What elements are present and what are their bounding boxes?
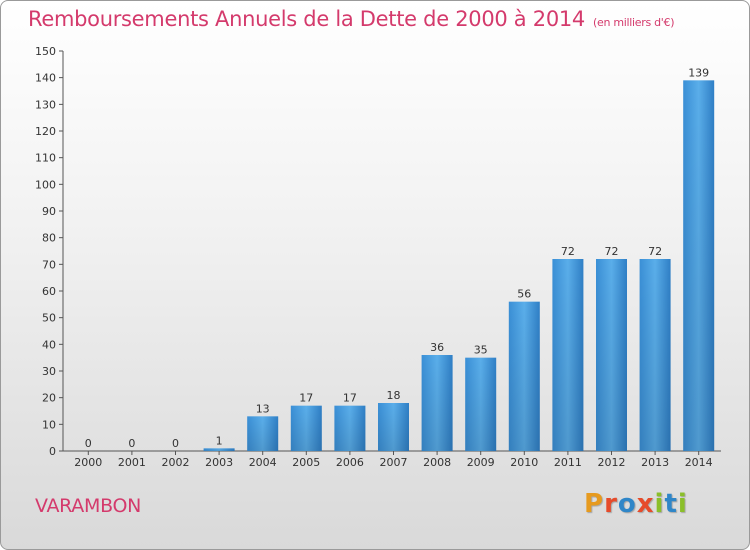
logo-letter: o bbox=[617, 489, 637, 519]
data-label-2009: 35 bbox=[474, 344, 488, 357]
y-tick-label: 0 bbox=[49, 445, 56, 458]
title-text: Remboursements Annuels de la Dette de 20… bbox=[28, 7, 585, 31]
logo-letter: t bbox=[664, 489, 678, 519]
x-tick-label: 2012 bbox=[598, 456, 626, 469]
bar-shade-2009 bbox=[465, 357, 497, 451]
y-tick-label: 100 bbox=[35, 178, 56, 191]
data-label-2012: 72 bbox=[605, 245, 619, 258]
bars bbox=[203, 80, 715, 451]
axes: 0102030405060708090100110120130140150200… bbox=[35, 45, 721, 469]
chart-title: Remboursements Annuels de la Dette de 20… bbox=[28, 7, 674, 31]
bar-shade-2010 bbox=[508, 301, 540, 451]
x-tick-label: 2001 bbox=[118, 456, 146, 469]
data-label-2001: 0 bbox=[128, 437, 135, 450]
x-tick-label: 2000 bbox=[74, 456, 102, 469]
bar-shade-2005 bbox=[290, 405, 322, 451]
x-tick-label: 2002 bbox=[162, 456, 190, 469]
data-label-2014: 139 bbox=[688, 66, 709, 79]
y-tick-label: 20 bbox=[42, 392, 56, 405]
data-label-2005: 17 bbox=[299, 392, 313, 405]
x-tick-label: 2004 bbox=[249, 456, 277, 469]
bar-shade-2004 bbox=[247, 416, 279, 451]
x-tick-label: 2006 bbox=[336, 456, 364, 469]
y-tick-label: 80 bbox=[42, 232, 56, 245]
logo-letter: r bbox=[604, 489, 618, 519]
logo-letter: x bbox=[636, 489, 655, 519]
logo-letter: i bbox=[677, 489, 688, 519]
y-tick-label: 70 bbox=[42, 258, 56, 271]
data-label-2004: 13 bbox=[256, 402, 270, 415]
x-tick-label: 2014 bbox=[685, 456, 713, 469]
x-tick-label: 2005 bbox=[292, 456, 320, 469]
bar-shade-2008 bbox=[421, 355, 453, 451]
data-label-2013: 72 bbox=[648, 245, 662, 258]
commune-name: VARAMBON bbox=[35, 495, 142, 517]
data-label-2003: 1 bbox=[216, 434, 223, 447]
bar-shade-2006 bbox=[334, 405, 366, 451]
y-tick-label: 110 bbox=[35, 152, 56, 165]
bar-shade-2013 bbox=[639, 259, 671, 451]
x-tick-label: 2011 bbox=[554, 456, 582, 469]
data-label-2007: 18 bbox=[387, 389, 401, 402]
x-tick-label: 2003 bbox=[205, 456, 233, 469]
x-tick-label: 2008 bbox=[423, 456, 451, 469]
data-label-2010: 56 bbox=[517, 288, 531, 301]
y-tick-label: 90 bbox=[42, 205, 56, 218]
proxiti-logo: Proxiti bbox=[584, 489, 688, 519]
x-tick-label: 2010 bbox=[510, 456, 538, 469]
bar-shade-2007 bbox=[378, 403, 409, 451]
x-tick-label: 2009 bbox=[467, 456, 495, 469]
bar-shade-2012 bbox=[596, 259, 627, 451]
y-tick-label: 60 bbox=[42, 285, 56, 298]
y-tick-label: 50 bbox=[42, 312, 56, 325]
unit-label: (en milliers d'€) bbox=[593, 16, 675, 29]
y-tick-label: 140 bbox=[35, 72, 56, 85]
logo-letter: i bbox=[654, 489, 665, 519]
bar-shade-2003 bbox=[203, 448, 235, 451]
y-tick-label: 10 bbox=[42, 418, 56, 431]
y-tick-label: 120 bbox=[35, 125, 56, 138]
y-tick-label: 40 bbox=[42, 338, 56, 351]
x-tick-label: 2013 bbox=[641, 456, 669, 469]
data-labels: 0 0 0 1 13 17 17 18 36 35 56 72 72 72 139 bbox=[85, 66, 709, 450]
bar-shade-2011 bbox=[552, 259, 584, 451]
y-tick-label: 130 bbox=[35, 98, 56, 111]
logo-letter: P bbox=[584, 489, 605, 519]
bar-shade-2014 bbox=[683, 80, 715, 451]
data-label-2000: 0 bbox=[85, 437, 92, 450]
x-tick-label: 2007 bbox=[380, 456, 408, 469]
data-label-2006: 17 bbox=[343, 392, 357, 405]
data-label-2011: 72 bbox=[561, 245, 575, 258]
y-tick-label: 30 bbox=[42, 365, 56, 378]
data-label-2008: 36 bbox=[430, 341, 444, 354]
data-label-2002: 0 bbox=[172, 437, 179, 450]
y-tick-label: 150 bbox=[35, 45, 56, 58]
